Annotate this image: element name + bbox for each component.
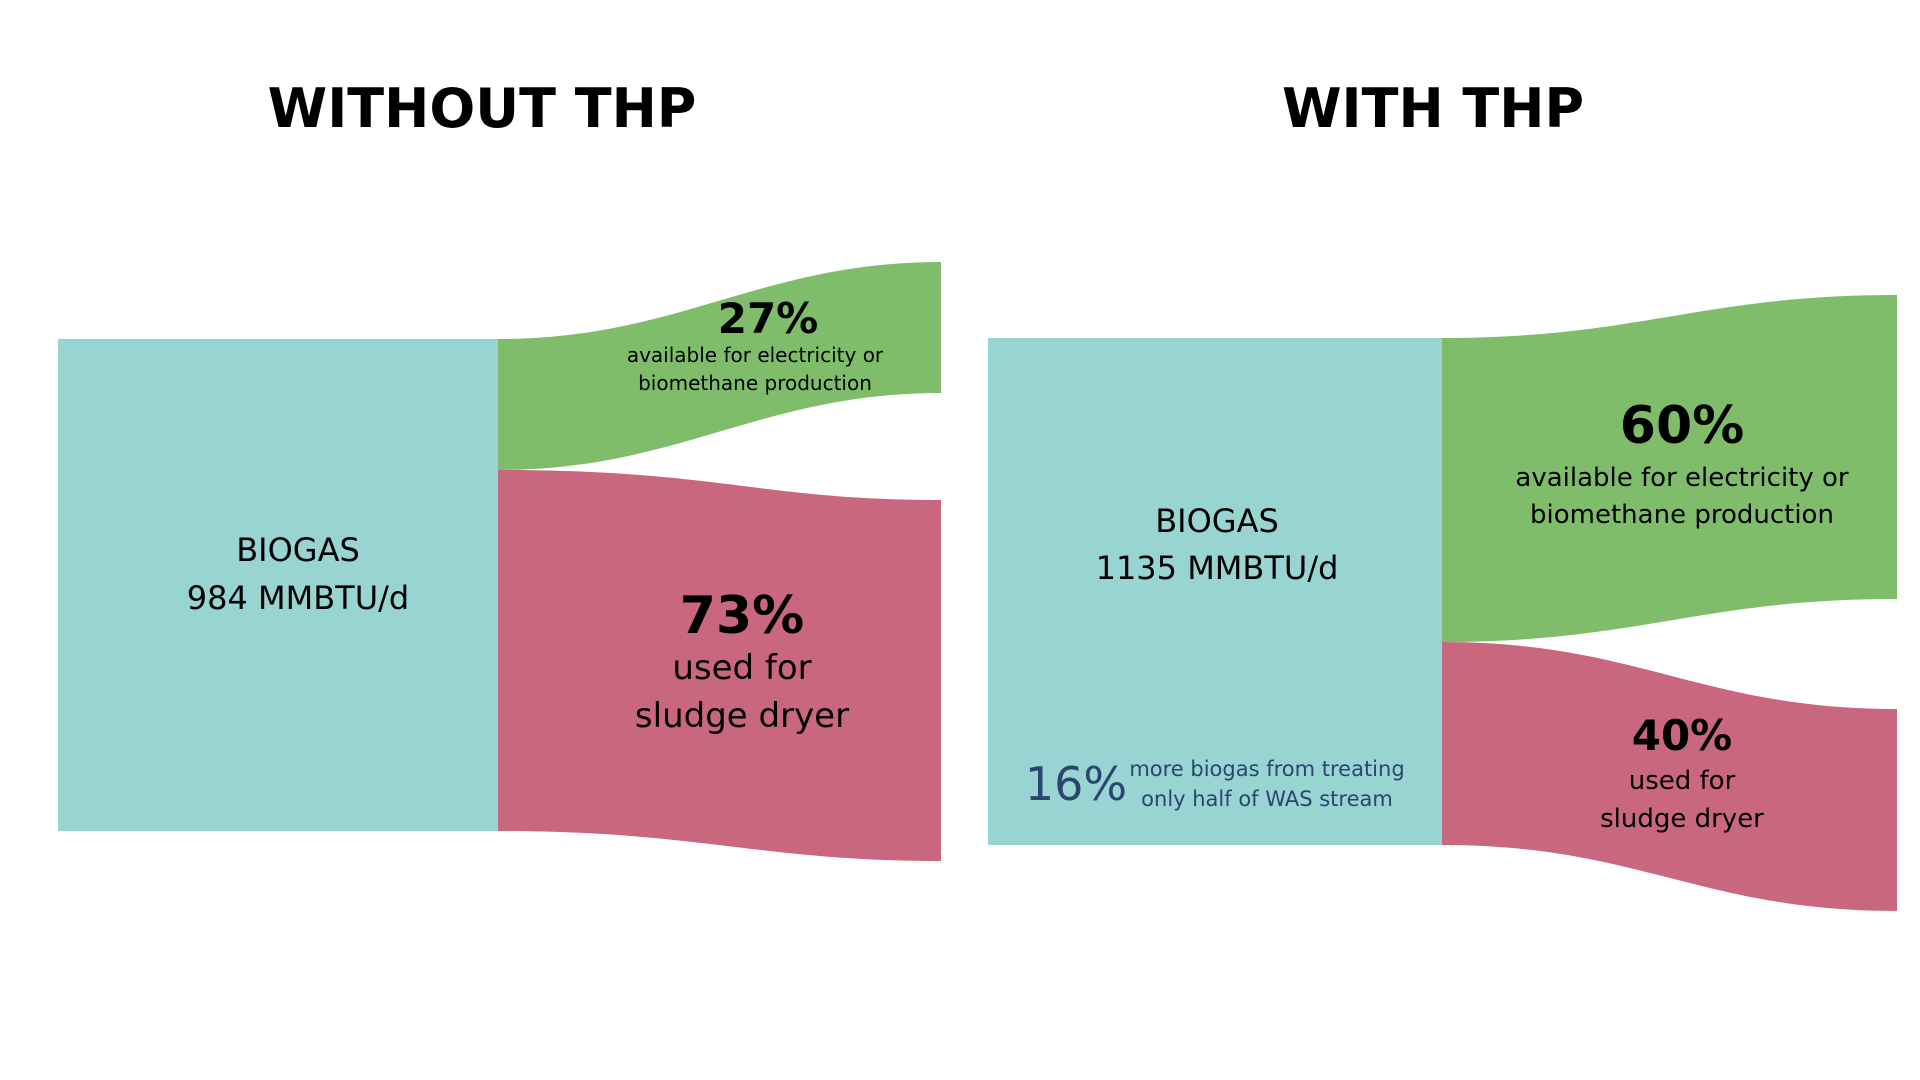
source-label-with: BIOGAS (1155, 502, 1279, 540)
panel-without-thp: WITHOUT THP BIOGAS 984 MMBTU/d 27% avail… (58, 77, 941, 861)
panel-title-with: WITH THP (1282, 77, 1584, 140)
available-desc-line1-with: available for electricity or (1515, 463, 1849, 493)
extra-biogas-percent: 16% (1025, 757, 1127, 811)
biogas-source-node-without (58, 339, 498, 831)
extra-biogas-line1: more biogas from treating (1129, 757, 1404, 781)
panel-with-thp: WITH THP BIOGAS 1135 MMBTU/d 16% more bi… (988, 77, 1897, 911)
biogas-source-node-with (988, 338, 1442, 845)
dryer-desc-line1-without: used for (672, 648, 811, 688)
dryer-percent-with: 40% (1632, 711, 1733, 760)
available-percent-without: 27% (718, 294, 819, 343)
extra-biogas-line2: only half of WAS stream (1141, 787, 1393, 811)
flow-available-without (498, 262, 941, 470)
source-value-with: 1135 MMBTU/d (1096, 549, 1339, 587)
available-percent-with: 60% (1620, 396, 1744, 456)
source-label-without: BIOGAS (236, 531, 360, 569)
available-desc-line1-without: available for electricity or (627, 343, 884, 367)
flow-dryer-without (498, 470, 941, 861)
available-desc-line2-with: biomethane production (1530, 500, 1834, 530)
available-desc-line2-without: biomethane production (638, 371, 872, 395)
dryer-desc-line1-with: used for (1629, 766, 1736, 796)
source-value-without: 984 MMBTU/d (187, 579, 409, 617)
flow-dryer-with (1442, 642, 1897, 911)
dryer-desc-line2-without: sludge dryer (635, 696, 849, 736)
dryer-desc-line2-with: sludge dryer (1600, 804, 1764, 834)
dryer-percent-without: 73% (680, 586, 804, 646)
panel-title-without: WITHOUT THP (268, 77, 697, 140)
flow-available-with (1442, 295, 1897, 642)
